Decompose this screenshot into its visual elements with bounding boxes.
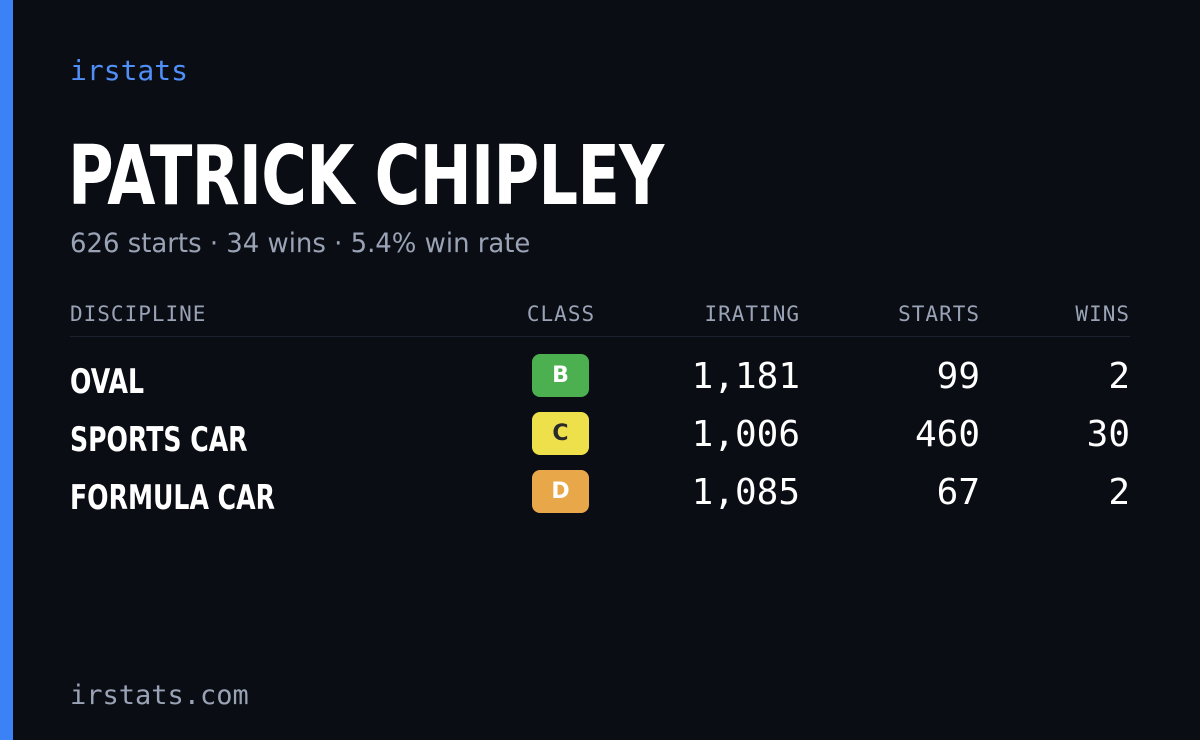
discipline-cell: SPORTS CAR bbox=[70, 420, 248, 460]
footer-url: irstats.com bbox=[70, 680, 249, 711]
wins-cell: 2 bbox=[1108, 472, 1130, 513]
brand-logo: irstats bbox=[70, 54, 189, 87]
table-row: OVAL B 1,181 99 2 bbox=[70, 354, 1130, 412]
driver-summary: 626 starts · 34 wins · 5.4% win rate bbox=[70, 228, 531, 259]
starts-cell: 99 bbox=[936, 356, 980, 397]
accent-bar bbox=[0, 0, 13, 740]
irating-cell: 1,181 bbox=[691, 356, 800, 397]
table-header: DISCIPLINE CLASS IRATING STARTS WINS bbox=[70, 300, 1130, 337]
wins-cell: 2 bbox=[1108, 356, 1130, 397]
table-row: SPORTS CAR C 1,006 460 30 bbox=[70, 412, 1130, 470]
header-starts: STARTS bbox=[898, 302, 980, 326]
class-badge: C bbox=[532, 412, 589, 455]
irating-cell: 1,085 bbox=[691, 472, 800, 513]
wins-cell: 30 bbox=[1086, 414, 1130, 455]
discipline-cell: OVAL bbox=[70, 362, 144, 402]
header-class: CLASS bbox=[526, 302, 596, 326]
class-badge: D bbox=[532, 470, 589, 513]
header-discipline: DISCIPLINE bbox=[70, 302, 207, 326]
class-badge: B bbox=[532, 354, 589, 397]
starts-cell: 460 bbox=[914, 414, 980, 455]
table-body: OVAL B 1,181 99 2 SPORTS CAR C 1,006 460… bbox=[70, 354, 1130, 528]
driver-name: PATRICK CHIPLEY bbox=[68, 129, 664, 224]
header-wins: WINS bbox=[1075, 302, 1130, 326]
discipline-cell: FORMULA CAR bbox=[70, 478, 275, 518]
irating-cell: 1,006 bbox=[691, 414, 800, 455]
starts-cell: 67 bbox=[936, 472, 980, 513]
header-irating: IRATING bbox=[704, 302, 800, 326]
table-row: FORMULA CAR D 1,085 67 2 bbox=[70, 470, 1130, 528]
discipline-table: DISCIPLINE CLASS IRATING STARTS WINS OVA… bbox=[70, 300, 1130, 528]
